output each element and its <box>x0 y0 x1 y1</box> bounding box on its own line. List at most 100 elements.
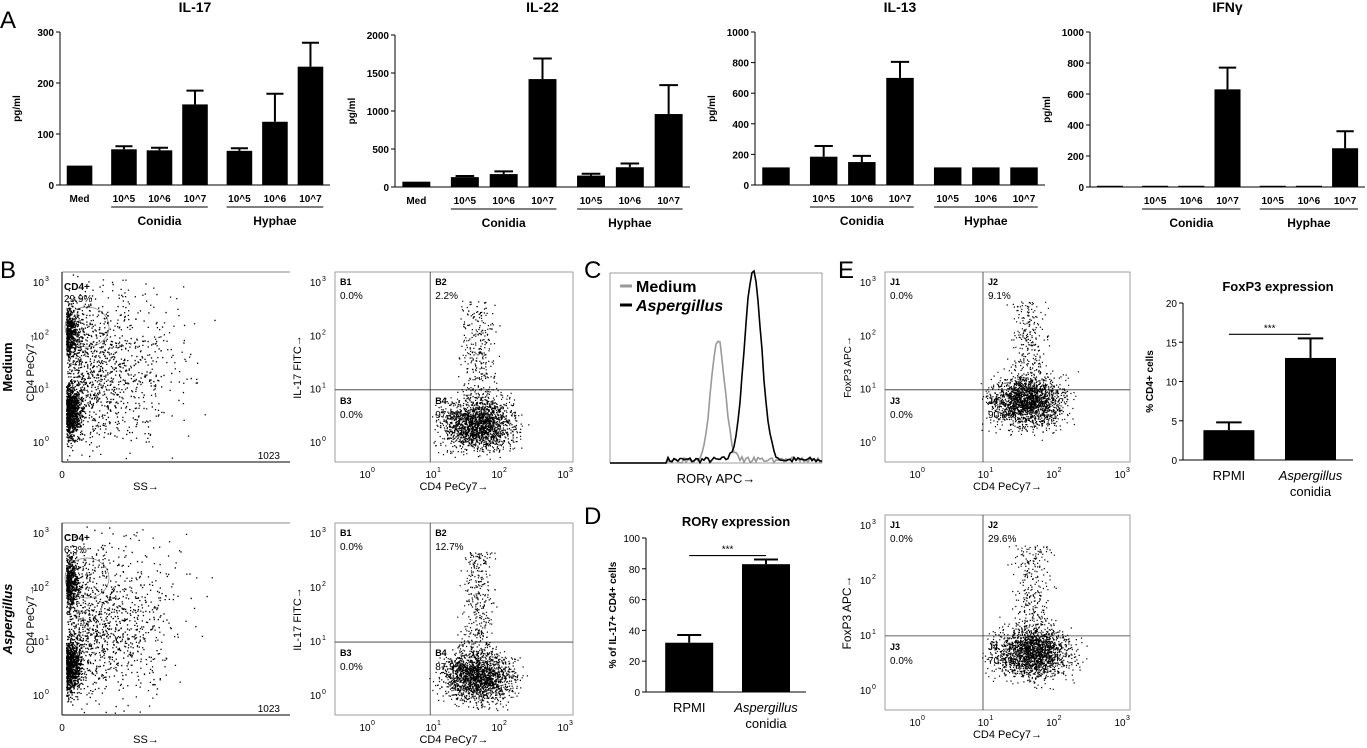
log-tick-label: 10 <box>860 331 872 342</box>
log-tick-label: 10 <box>860 438 872 449</box>
y-tick-label: 0 <box>743 181 749 192</box>
log-tick-label: 10 <box>33 385 45 396</box>
bar <box>111 149 137 185</box>
log-tick-exp: 0 <box>921 467 925 474</box>
category-label: 10^7 <box>1216 196 1239 207</box>
log-tick-exp: 1 <box>437 467 441 474</box>
histogram-line <box>610 340 823 465</box>
log-tick-exp: 2 <box>45 329 49 336</box>
chart-title: IL-22 <box>526 0 559 15</box>
quadrant-id: B2 <box>435 277 447 287</box>
gate-outline <box>64 306 110 348</box>
group-label: Conidia <box>137 214 181 228</box>
x-axis-label: SS→ <box>133 481 159 493</box>
bar <box>886 77 914 185</box>
log-tick-label: 10 <box>909 470 921 481</box>
log-tick-exp: 3 <box>569 720 573 727</box>
log-tick-exp: 0 <box>872 436 876 443</box>
dot-cloud <box>66 526 213 714</box>
group-label: Hyphae <box>608 216 652 230</box>
bar <box>450 177 479 187</box>
y-tick-label: 100 <box>37 130 54 141</box>
bar <box>762 167 790 185</box>
category-label: 10^7 <box>657 196 680 207</box>
log-tick-label: 10 <box>557 723 569 734</box>
quadrant-id: J3 <box>890 396 900 406</box>
log-tick-exp: 2 <box>1058 715 1062 722</box>
bar <box>528 79 557 187</box>
y-tick-label: 20 <box>629 657 641 668</box>
quadrant-id: B3 <box>340 648 352 658</box>
log-tick-label: 10 <box>33 278 45 289</box>
category-label: 10^5 <box>228 194 251 205</box>
log-tick-exp: 0 <box>322 436 326 443</box>
category-label: 10^6 <box>619 196 642 207</box>
quadrant-value: 12.7% <box>435 542 463 553</box>
gate-name: CD4+ <box>64 533 90 544</box>
category-label: 10^7 <box>531 196 554 207</box>
log-tick-label: 10 <box>1046 718 1058 729</box>
x-tick-label: 1023 <box>258 451 281 462</box>
bar <box>1203 430 1255 460</box>
y-tick-label: 200 <box>732 150 749 161</box>
category-label: 10^7 <box>1013 194 1036 205</box>
gate-name: CD4+ <box>64 282 90 293</box>
group-label: Hyphae <box>1287 216 1331 230</box>
log-tick-exp: 2 <box>45 581 49 588</box>
bar <box>1096 185 1123 187</box>
quadrant-value: 70.4% <box>988 656 1016 667</box>
category-label: Aspergillus <box>733 700 798 715</box>
bar <box>1214 89 1241 187</box>
log-tick-exp: 1 <box>872 629 876 636</box>
bar <box>654 114 683 187</box>
log-tick-exp: 2 <box>503 467 507 474</box>
category-label: RPMI <box>673 700 706 715</box>
log-tick-label: 10 <box>491 723 503 734</box>
y-tick-label: 0 <box>383 183 389 194</box>
y-tick-label: 40 <box>629 626 641 637</box>
bar <box>226 150 253 185</box>
category-label: 10^5 <box>936 194 959 205</box>
x-axis-label: CD4 PeCy7→ <box>973 481 1042 493</box>
y-tick-label: 500 <box>372 145 389 156</box>
log-tick-label: 10 <box>860 521 872 532</box>
plot-frame <box>334 271 574 463</box>
y-tick-label: 600 <box>1067 90 1084 101</box>
bar <box>742 564 790 692</box>
log-tick-exp: 1 <box>322 635 326 642</box>
y-tick-label: 300 <box>37 28 54 39</box>
quadrant-id: B2 <box>435 528 447 538</box>
log-tick-label: 10 <box>860 576 872 587</box>
bar <box>182 104 208 185</box>
panel-letter-E: E <box>838 257 854 284</box>
log-tick-label: 10 <box>33 691 45 702</box>
category-label: 10^7 <box>184 194 207 205</box>
legend-label-medium: Medium <box>636 279 696 296</box>
category-label: Med <box>70 194 90 205</box>
bar <box>146 150 173 185</box>
log-tick-exp: 2 <box>872 329 876 336</box>
category-label: 10^6 <box>1298 196 1321 207</box>
log-tick-exp: 1 <box>989 467 993 474</box>
bar <box>1178 185 1205 187</box>
log-tick-label: 10 <box>1114 470 1126 481</box>
y-axis-label: FoxP3 APC→ <box>840 575 854 649</box>
log-tick-label: 10 <box>359 470 371 481</box>
category-label: 10^5 <box>113 194 136 205</box>
row-label: Medium <box>0 342 15 391</box>
y-tick-label: 10 <box>1166 378 1178 389</box>
quadrant-id: B3 <box>340 396 352 406</box>
group-label: Conidia <box>840 214 884 228</box>
log-tick-exp: 2 <box>322 581 326 588</box>
category-label: 10^6 <box>264 194 287 205</box>
y-tick-label: 400 <box>1067 121 1084 132</box>
y-axis-label: % CD4+ cells <box>1145 350 1156 413</box>
quadrant-value: 0.0% <box>890 410 913 421</box>
x-axis-label: RORγ APC→ <box>677 471 756 486</box>
y-tick-label: 1000 <box>367 107 390 118</box>
bar <box>489 174 518 187</box>
category-label: 10^7 <box>1334 196 1357 207</box>
quadrant-value: 9.1% <box>988 291 1011 302</box>
log-tick-label: 10 <box>310 385 322 396</box>
